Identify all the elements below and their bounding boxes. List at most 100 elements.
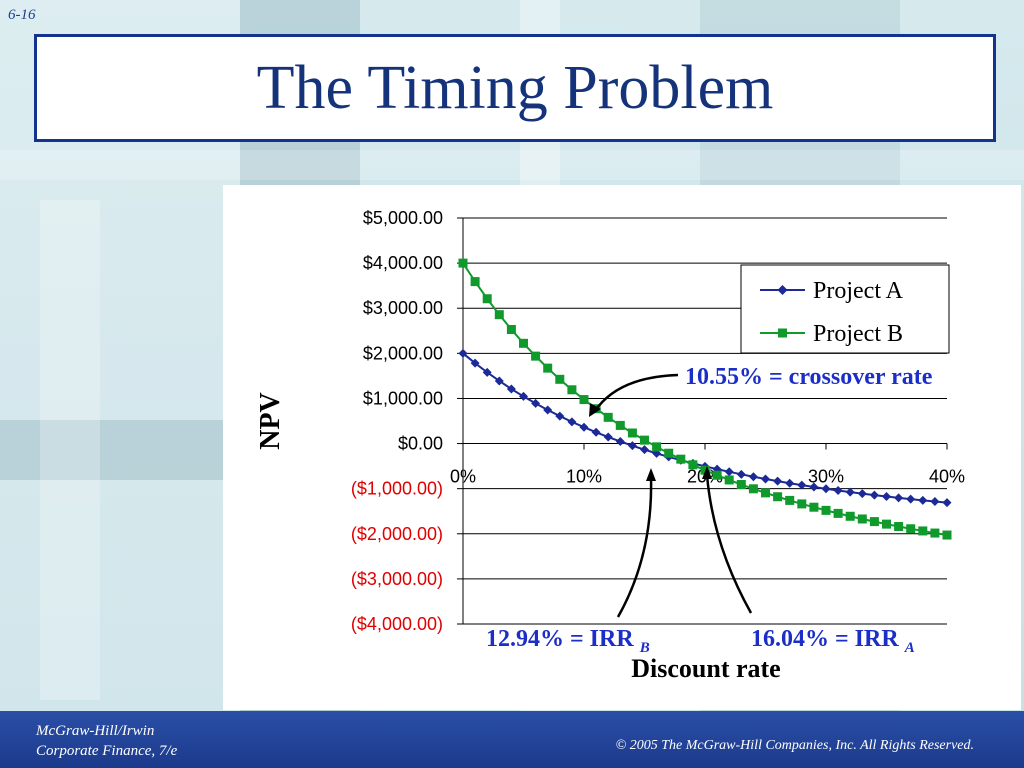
point-a-40: [942, 498, 952, 508]
irr-a-subscript: A: [904, 640, 915, 656]
legend-marker-project-a: [777, 285, 788, 295]
point-a-11: [591, 427, 601, 437]
point-b-12: [603, 412, 613, 422]
y-tick-label-4: $1,000.00: [363, 388, 443, 408]
point-a-29: [809, 482, 819, 492]
point-b-1: [470, 277, 480, 287]
point-b-29: [809, 502, 819, 512]
point-b-20: [700, 465, 710, 475]
legend-marker-project-b: [778, 328, 787, 338]
irr-a-label: = IRR: [835, 626, 899, 652]
point-b-7: [543, 363, 553, 373]
point-a-37: [906, 494, 916, 504]
y-tick-label-1: $4,000.00: [363, 253, 443, 273]
point-b-0: [458, 258, 468, 268]
y-tick-label-5: $0.00: [398, 434, 443, 454]
series-lines: [458, 258, 952, 540]
y-tick-labels: $5,000.00 $4,000.00 $3,000.00 $2,000.00 $1,0…: [351, 208, 443, 634]
legend-label-project-b: Project B: [813, 321, 903, 347]
point-b-8: [555, 374, 565, 384]
crossover-label: = crossover rate: [769, 364, 933, 390]
npv-chart: $5,000.00 $4,000.00 $3,000.00 $2,000.00 $1,0…: [255, 208, 965, 683]
point-b-5: [519, 338, 528, 348]
y-axis-label: NPV: [255, 392, 286, 450]
footer-copyright: © 2005 The McGraw-Hill Companies, Inc. A…: [615, 738, 974, 753]
point-b-10: [579, 395, 589, 405]
footer-left: McGraw-Hill/Irwin Corporate Finance, 7/e: [36, 721, 177, 761]
point-a-0: [458, 348, 468, 358]
irr-a-arrow: [705, 474, 753, 614]
point-b-34: [869, 517, 879, 527]
irr-b-value: 12.94%: [486, 626, 564, 652]
point-b-16: [652, 442, 662, 452]
point-b-19: [688, 460, 698, 470]
y-tick-label-3: $2,000.00: [363, 343, 443, 363]
point-b-27: [785, 495, 795, 505]
point-b-9: [567, 385, 577, 395]
irr-b-arrowhead: [646, 468, 656, 481]
point-a-13: [615, 436, 625, 446]
point-b-23: [736, 480, 746, 490]
point-a-36: [894, 493, 904, 503]
point-b-3: [494, 310, 504, 320]
slide-number: 6-16: [8, 7, 36, 23]
point-b-40: [942, 530, 952, 540]
grid-lines: [463, 217, 947, 625]
crossover-annotation: 10.55% = crossover rate: [589, 364, 933, 417]
point-a-23: [736, 469, 746, 479]
irr-a-annotation: 16.04% = IRR A: [702, 466, 915, 656]
legend-box: [740, 264, 950, 354]
point-a-1: [470, 358, 480, 368]
point-a-30: [821, 484, 831, 494]
point-b-18: [676, 454, 686, 464]
point-a-8: [555, 411, 565, 421]
legend-label-project-a: Project A: [813, 278, 904, 304]
irr-a-text: 16.04% = IRR A: [751, 626, 915, 656]
point-a-12: [603, 432, 613, 442]
point-a-25: [761, 474, 770, 484]
point-b-37: [906, 524, 916, 534]
irr-b-label: = IRR: [570, 626, 634, 652]
point-b-24: [748, 484, 758, 494]
irr-a-value: 16.04%: [751, 626, 829, 652]
point-b-14: [627, 428, 637, 438]
point-a-14: [627, 441, 637, 451]
point-b-33: [857, 514, 867, 524]
point-b-15: [640, 435, 649, 445]
point-b-38: [918, 526, 928, 536]
irr-b-annotation: 12.94% = IRR B: [486, 468, 656, 656]
point-b-35: [882, 519, 891, 529]
crossover-value: 10.55%: [685, 364, 763, 390]
point-a-10: [579, 422, 589, 432]
point-a-26: [773, 476, 783, 486]
irr-b-subscript: B: [639, 640, 650, 656]
x-tick-label-3: 30%: [808, 467, 844, 487]
point-a-24: [748, 472, 758, 482]
point-b-17: [664, 448, 674, 458]
point-a-38: [918, 495, 928, 505]
point-a-33: [857, 489, 867, 499]
x-tick-label-1: 10%: [566, 467, 602, 487]
point-a-15: [640, 445, 649, 455]
point-b-4: [506, 325, 516, 335]
point-b-26: [773, 492, 783, 502]
y-tick-label-7: ($2,000.00): [351, 524, 443, 544]
axes: [457, 217, 948, 625]
point-b-21: [712, 470, 722, 480]
slide-title: The Timing Problem: [256, 53, 774, 122]
y-tick-label-9: ($4,000.00): [351, 614, 443, 634]
chart-panel: $5,000.00 $4,000.00 $3,000.00 $2,000.00 $1,0…: [223, 185, 1021, 710]
point-a-28: [797, 480, 807, 490]
irr-a-arrowhead: [702, 466, 712, 479]
point-a-4: [506, 384, 516, 394]
y-tick-label-0: $5,000.00: [363, 208, 443, 228]
point-b-28: [797, 499, 807, 509]
point-a-34: [869, 490, 879, 500]
y-tick-label-2: $3,000.00: [363, 298, 443, 318]
point-a-9: [567, 417, 577, 427]
footer-book: Corporate Finance, 7/e: [36, 743, 178, 759]
footer-bar: McGraw-Hill/Irwin Corporate Finance, 7/e…: [0, 711, 1024, 768]
point-b-30: [821, 505, 831, 515]
point-b-25: [761, 488, 770, 498]
point-b-6: [531, 351, 541, 361]
